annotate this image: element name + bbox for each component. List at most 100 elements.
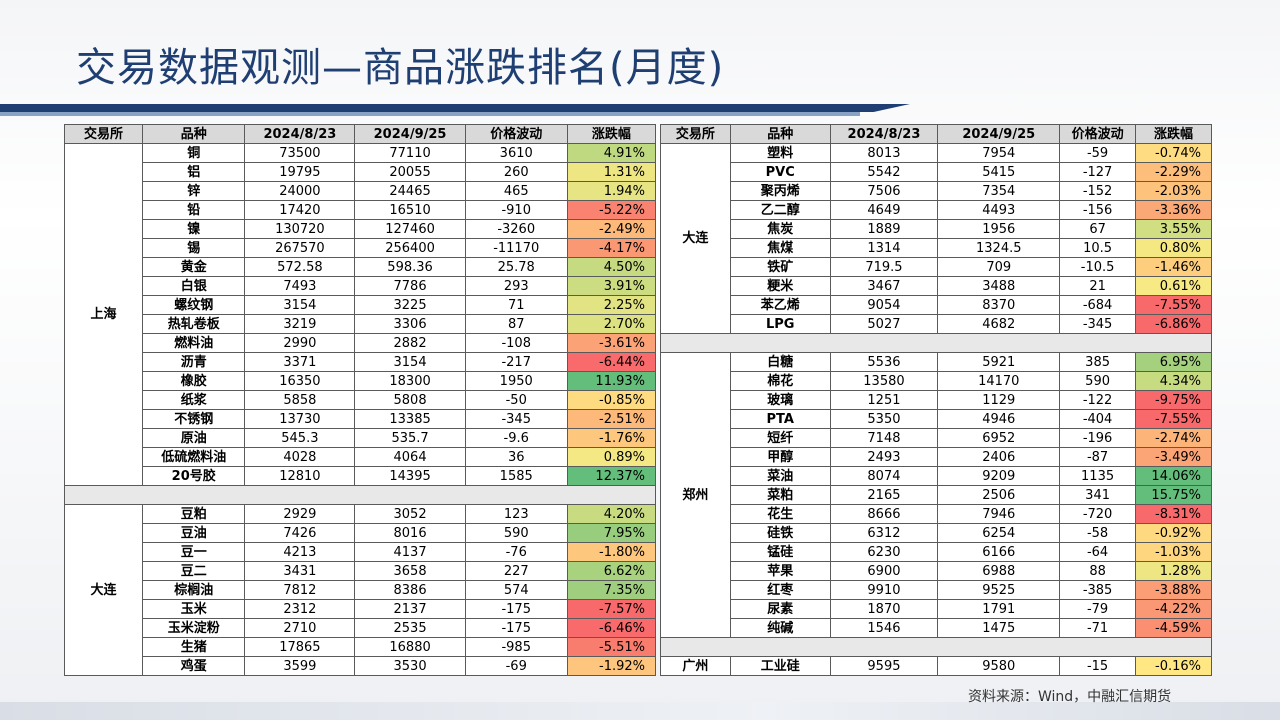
pct-change-cell: -2.29%: [1135, 162, 1212, 182]
table-row: 铅 17420 16510 -910 -5.22%: [65, 200, 657, 220]
price-change-cell: -108: [464, 333, 568, 353]
pct-change-cell: -7.57%: [566, 599, 657, 619]
table-row: 大连 塑料 8013 7954 -59 -0.74%: [660, 143, 1212, 334]
table-row: 郑州 白糖 5536 5921 385 6.95%: [660, 352, 1212, 638]
table-row: 焦煤 1314 1324.5 10.5 0.80%: [661, 238, 1212, 258]
data-source-note: 资料来源：Wind，中融汇信期货: [968, 689, 1172, 705]
table-row: 豆二 3431 3658 227 6.62%: [65, 561, 657, 581]
pct-change-cell: -4.59%: [1135, 618, 1212, 638]
table-row: 焦炭 1889 1956 67 3.55%: [661, 219, 1212, 239]
price-start-cell: 2710: [244, 618, 356, 638]
price-change-cell: -87: [1059, 447, 1137, 467]
commodity-name-cell: 菜油: [729, 466, 831, 486]
commodity-name-cell: 尿素: [729, 599, 831, 619]
table-row: PVC 5542 5415 -127 -2.29%: [661, 162, 1212, 182]
commodity-name-cell: LPG: [729, 314, 831, 334]
section-separator-row: [660, 333, 1212, 353]
commodity-name-cell: 铅: [142, 200, 246, 220]
price-end-cell: 2406: [937, 447, 1061, 467]
commodity-name-cell: 纸浆: [142, 390, 246, 410]
pct-change-cell: 6.62%: [566, 561, 657, 581]
commodity-name-cell: 鸡蛋: [142, 656, 246, 676]
table-row: 玻璃 1251 1129 -122 -9.75%: [661, 390, 1212, 410]
price-end-cell: 8386: [354, 580, 466, 600]
table-row: 苯乙烯 9054 8370 -684 -7.55%: [661, 295, 1212, 315]
header-exchange: 交易所: [63, 124, 144, 144]
price-end-cell: 14170: [937, 371, 1061, 391]
table-row: LPG 5027 4682 -345 -6.86%: [661, 314, 1212, 334]
price-change-cell: -122: [1059, 390, 1137, 410]
price-end-cell: 3154: [354, 352, 466, 372]
exchange-cell: 大连: [63, 504, 144, 676]
commodity-name-cell: 豆油: [142, 523, 246, 543]
commodity-name-cell: 铝: [142, 162, 246, 182]
commodity-name-cell: 红枣: [729, 580, 831, 600]
price-start-cell: 2165: [829, 485, 939, 505]
price-end-cell: 535.7: [354, 428, 466, 448]
table-row: 苹果 6900 6988 88 1.28%: [661, 561, 1212, 581]
slide-title: 交易数据观测—商品涨跌排名(月度): [76, 45, 725, 91]
commodity-name-cell: 原油: [142, 428, 246, 448]
price-start-cell: 5536: [829, 352, 939, 372]
table-row: 燃料油 2990 2882 -108 -3.61%: [65, 333, 657, 353]
price-change-cell: -58: [1059, 523, 1137, 543]
price-end-cell: 1475: [937, 618, 1061, 638]
table-row: 铁矿 719.5 709 -10.5 -1.46%: [661, 257, 1212, 277]
price-end-cell: 709: [937, 257, 1061, 277]
pct-change-cell: 0.80%: [1135, 238, 1212, 258]
price-end-cell: 1791: [937, 599, 1061, 619]
pct-change-cell: 1.31%: [566, 162, 657, 182]
table-row: 白银 7493 7786 293 3.91%: [65, 276, 657, 296]
header-date-start: 2024/8/23: [829, 124, 939, 144]
price-end-cell: 3488: [937, 276, 1061, 296]
price-change-cell: -720: [1059, 504, 1137, 524]
price-end-cell: 14395: [354, 466, 466, 486]
pct-change-cell: 6.95%: [1135, 352, 1212, 372]
pct-change-cell: -0.85%: [566, 390, 657, 410]
commodity-name-cell: PVC: [729, 162, 831, 182]
price-start-cell: 9595: [829, 656, 939, 676]
exchange-cell: 广州: [660, 656, 731, 676]
table-row: 铝 19795 20055 260 1.31%: [65, 162, 657, 182]
price-start-cell: 2312: [244, 599, 356, 619]
pct-change-cell: 4.34%: [1135, 371, 1212, 391]
pct-change-cell: -5.22%: [566, 200, 657, 220]
commodity-name-cell: 低硫燃料油: [142, 447, 246, 467]
price-change-cell: -76: [464, 542, 568, 562]
commodity-name-cell: 沥青: [142, 352, 246, 372]
table-row: 热轧卷板 3219 3306 87 2.70%: [65, 314, 657, 334]
commodity-name-cell: 聚丙烯: [729, 181, 831, 201]
price-start-cell: 13730: [244, 409, 356, 429]
price-start-cell: 7148: [829, 428, 939, 448]
price-change-cell: 590: [1059, 371, 1137, 391]
commodity-name-cell: 花生: [729, 504, 831, 524]
price-change-cell: -345: [1059, 314, 1137, 334]
price-start-cell: 4649: [829, 200, 939, 220]
table-row: 尿素 1870 1791 -79 -4.22%: [661, 599, 1212, 619]
pct-change-cell: -3.88%: [1135, 580, 1212, 600]
commodity-table-left: 交易所 品种 2024/8/23 2024/9/25 价格波动 涨跌幅 上海铜 7…: [63, 124, 657, 676]
table-row: 棕榈油 7812 8386 574 7.35%: [65, 580, 657, 600]
table-row: 红枣 9910 9525 -385 -3.88%: [661, 580, 1212, 600]
commodity-name-cell: 焦煤: [729, 238, 831, 258]
commodity-name-cell: 热轧卷板: [142, 314, 246, 334]
pct-change-cell: 3.91%: [566, 276, 657, 296]
section-separator-row: [64, 485, 656, 505]
table-row: 纯碱 1546 1475 -71 -4.59%: [661, 618, 1212, 638]
price-end-cell: 6166: [937, 542, 1061, 562]
pct-change-cell: -4.22%: [1135, 599, 1212, 619]
price-start-cell: 3371: [244, 352, 356, 372]
table-header-row: 交易所 品种 2024/8/23 2024/9/25 价格波动 涨跌幅: [660, 124, 1212, 144]
price-start-cell: 7493: [244, 276, 356, 296]
price-change-cell: 465: [464, 181, 568, 201]
price-change-cell: -9.6: [464, 428, 568, 448]
price-start-cell: 3467: [829, 276, 939, 296]
price-start-cell: 267570: [244, 238, 356, 258]
pct-change-cell: 14.06%: [1135, 466, 1212, 486]
price-start-cell: 1889: [829, 219, 939, 239]
price-start-cell: 17420: [244, 200, 356, 220]
table-row: 硅铁 6312 6254 -58 -0.92%: [661, 523, 1212, 543]
price-end-cell: 5808: [354, 390, 466, 410]
price-end-cell: 4137: [354, 542, 466, 562]
price-change-cell: 67: [1059, 219, 1137, 239]
